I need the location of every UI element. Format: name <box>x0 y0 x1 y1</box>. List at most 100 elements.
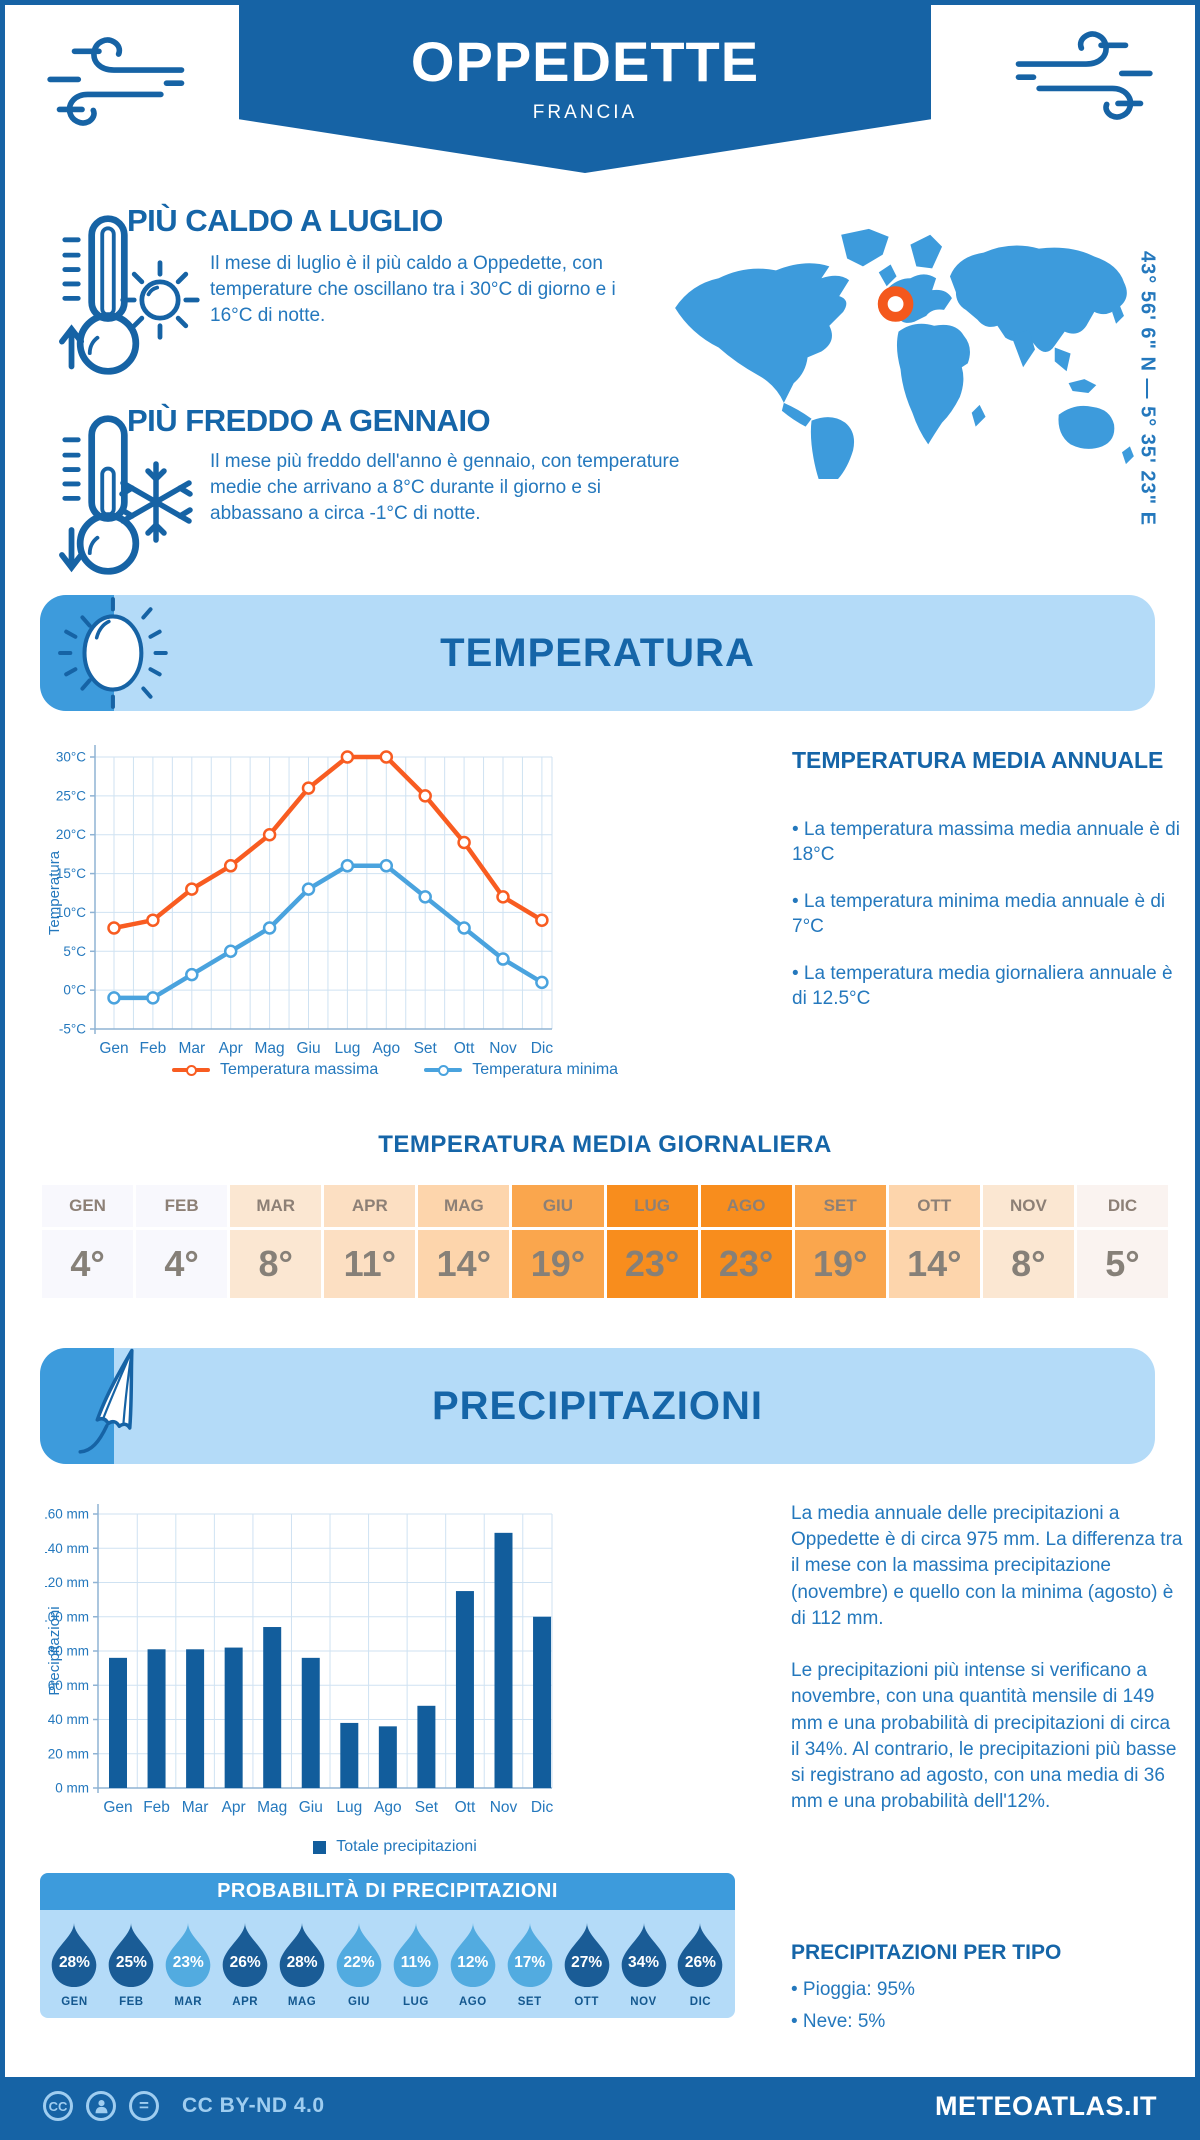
legend-max-line-icon <box>171 1065 210 1076</box>
bar-feb <box>147 1649 166 1788</box>
svg-text:Mar: Mar <box>182 1799 209 1816</box>
droplet-value: 26% <box>229 1954 261 1971</box>
warm-section-text: Il mese di luglio è il più caldo a Opped… <box>210 253 616 326</box>
droplet-value: 26% <box>684 1954 716 1971</box>
legend-item-total: Totale precipitazioni <box>313 1838 477 1856</box>
brand-label: METEOATLAS.IT <box>935 2090 1157 2121</box>
temperature-line-chart: -5°C 0°C 5°C 10°C 15°C 20°C 25°C 30°C Gen Feb Mar A… <box>46 745 554 1057</box>
table-value-giu: 19° <box>512 1230 604 1298</box>
droplet-set: 17% SET <box>504 1922 556 2008</box>
table-value-gen: 4° <box>42 1230 134 1298</box>
table-value-mar: 8° <box>230 1230 322 1298</box>
droplet-month: FEB <box>119 1996 144 2008</box>
table-value-feb: 4° <box>136 1230 228 1298</box>
svg-text:20°C: 20°C <box>56 827 86 842</box>
table-value-nov: 8° <box>982 1230 1074 1298</box>
wind-icon <box>1015 31 1153 120</box>
svg-text:140 mm: 140 mm <box>45 1541 89 1556</box>
svg-text:0 mm: 0 mm <box>55 1781 89 1796</box>
droplet-month: LUG <box>403 1996 429 2008</box>
raindrop-icon <box>450 1922 496 1988</box>
cold-section-title: PIÙ FREDDO A GENNAIO <box>127 403 491 438</box>
svg-text:Dic: Dic <box>531 1799 554 1816</box>
droplet-value: 27% <box>571 1954 603 1971</box>
droplet-value: 28% <box>58 1954 90 1971</box>
annual-bullet-min: • La temperatura minima media annuale è … <box>792 891 1166 938</box>
svg-text:10°C: 10°C <box>56 905 86 920</box>
annual-temperature-title: TEMPERATURA MEDIA ANNUALE <box>792 747 1164 773</box>
droplet-month: NOV <box>630 1996 657 2008</box>
table-value-mag: 14° <box>418 1230 510 1298</box>
table-value-set: 19° <box>794 1230 886 1298</box>
thermometer-cold-icon <box>59 415 140 575</box>
type-bullet-rain: • Pioggia: 95% <box>791 1979 915 2000</box>
svg-text:80 mm: 80 mm <box>48 1644 89 1659</box>
table-month-set: SET <box>794 1185 886 1227</box>
svg-text:15°C: 15°C <box>56 866 86 881</box>
wind-icon <box>47 37 185 126</box>
bar-ago <box>378 1726 397 1788</box>
table-month-giu: GIU <box>512 1185 604 1227</box>
precipitation-type-title: PRECIPITAZIONI PER TIPO <box>791 1941 1062 1964</box>
svg-text:Precipitazioni: Precipitazioni <box>46 1606 63 1695</box>
svg-text:0°C: 0°C <box>63 983 86 998</box>
license-label: CC BY-ND 4.0 <box>182 2094 325 2117</box>
svg-text:Mag: Mag <box>255 1040 285 1057</box>
cc-icon: CC <box>43 2091 73 2121</box>
precipitation-banner: PRECIPITAZIONI <box>40 1348 1155 1464</box>
svg-text:25°C: 25°C <box>56 788 86 803</box>
svg-text:30°C: 30°C <box>56 750 86 765</box>
svg-text:20 mm: 20 mm <box>48 1746 89 1761</box>
svg-text:100 mm: 100 mm <box>45 1609 89 1624</box>
svg-text:Giu: Giu <box>299 1799 323 1816</box>
droplet-gen: 28% GEN <box>48 1922 100 2008</box>
svg-text:Nov: Nov <box>489 1040 517 1057</box>
svg-text:160 mm: 160 mm <box>45 1507 89 1522</box>
legend-max-label: Temperatura massima <box>219 1061 379 1078</box>
svg-text:Gen: Gen <box>103 1799 132 1816</box>
raindrop-icon <box>621 1922 666 1988</box>
droplet-feb: 25% FEB <box>105 1922 157 2008</box>
droplet-month: GEN <box>61 1996 88 2008</box>
annual-bullet-max: • La temperatura massima media annuale è… <box>792 819 1180 866</box>
droplet-lug: 11% LUG <box>390 1922 442 2008</box>
svg-text:5°C: 5°C <box>63 944 86 959</box>
bar-gen <box>109 1657 127 1788</box>
precipitation-text: La media annuale delle precipitazioni a … <box>791 1501 1183 1841</box>
raindrop-icon <box>336 1922 382 1988</box>
table-month-ago: AGO <box>700 1185 792 1227</box>
svg-text:60 mm: 60 mm <box>48 1678 89 1693</box>
table-month-dic: DIC <box>1076 1185 1168 1227</box>
annual-bullet-daily: • La temperatura media giornaliera annua… <box>792 963 1173 1010</box>
table-value-ago: 23° <box>700 1230 792 1298</box>
svg-text:Dic: Dic <box>531 1040 554 1057</box>
raindrop-icon <box>393 1922 439 1988</box>
svg-text:Apr: Apr <box>222 1799 246 1816</box>
droplet-nov: 34% NOV <box>618 1922 670 2008</box>
droplet-value: 23% <box>172 1954 204 1971</box>
type-bullet-snow: • Neve: 5% <box>791 2011 886 2032</box>
droplet-value: 34% <box>628 1954 660 1971</box>
table-month-feb: FEB <box>136 1185 228 1227</box>
temperature-banner: TEMPERATURA <box>40 595 1155 711</box>
table-month-apr: APR <box>324 1185 416 1227</box>
temperature-banner-title: TEMPERATURA <box>440 631 755 675</box>
world-map <box>675 228 1134 479</box>
bar-ott <box>455 1591 474 1788</box>
probability-block: PROBABILITÀ DI PRECIPITAZIONI 28% GEN 25% F… <box>40 1873 735 2018</box>
table-month-lug: LUG <box>606 1185 698 1227</box>
svg-text:Lug: Lug <box>334 1040 360 1057</box>
svg-text:120 mm: 120 mm <box>45 1575 89 1590</box>
warm-section-title: PIÙ CALDO A LUGLIO <box>127 203 443 238</box>
table-month-mar: MAR <box>230 1185 322 1227</box>
droplet-month: GIU <box>348 1996 370 2008</box>
droplet-value: 25% <box>115 1954 147 1971</box>
license-icons: CC = CC BY-ND 4.0 <box>43 2091 325 2121</box>
probability-title: PROBABILITÀ DI PRECIPITAZIONI <box>40 1873 735 1910</box>
daily-temperature-title: TEMPERATURA MEDIA GIORNALIERA <box>378 1131 832 1158</box>
legend-total-label: Totale precipitazioni <box>336 1838 477 1855</box>
legend-item-max: Temperatura massima <box>171 1061 379 1079</box>
droplet-mar: 23% MAR <box>162 1922 214 2008</box>
svg-text:Mag: Mag <box>257 1799 287 1816</box>
precipitation-chart-legend: Totale precipitazioni <box>45 1838 745 1856</box>
